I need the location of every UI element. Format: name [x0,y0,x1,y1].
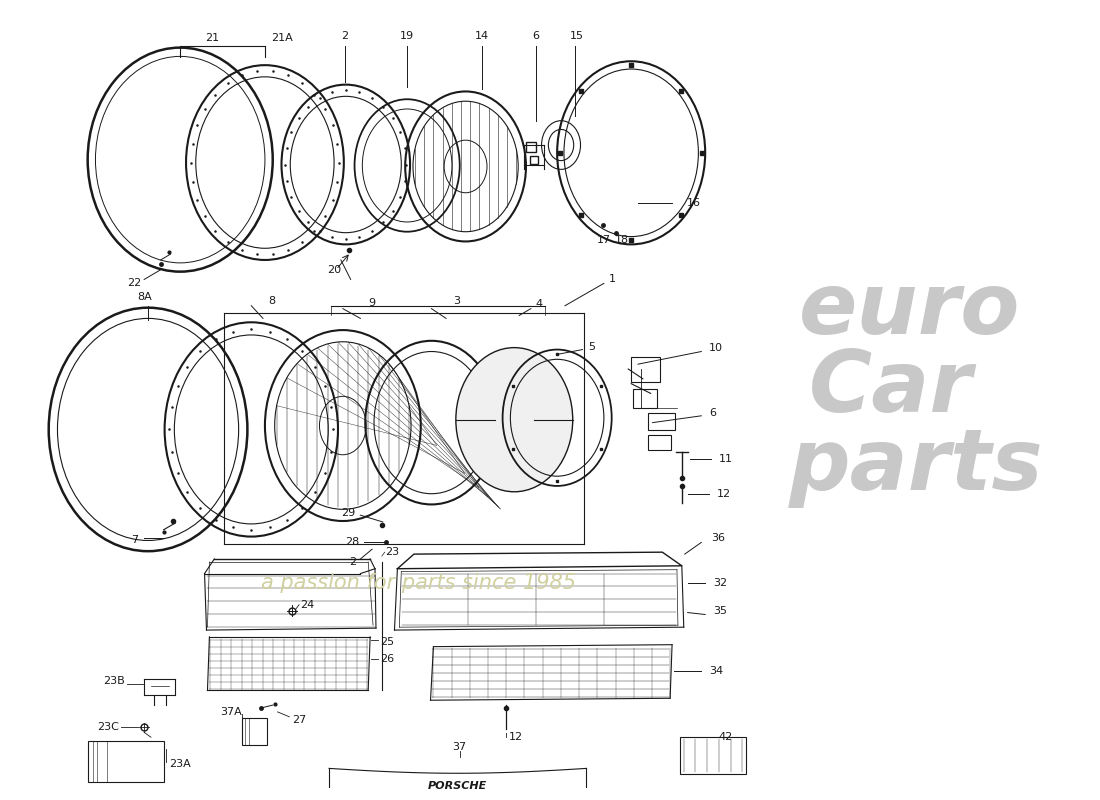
Text: 20: 20 [327,265,341,274]
Text: 3: 3 [453,296,460,306]
Text: euro: euro [799,269,1020,352]
Text: 32: 32 [713,578,727,588]
Text: 28: 28 [345,538,360,547]
Text: 37: 37 [453,742,466,752]
Text: 35: 35 [713,606,727,616]
Text: 10: 10 [710,342,723,353]
Text: 37A: 37A [220,707,242,717]
Text: 12: 12 [717,489,732,498]
Text: 23: 23 [385,547,399,557]
Text: PORSCHE: PORSCHE [428,781,487,791]
Text: 16: 16 [686,198,701,209]
Text: 21A: 21A [272,33,294,43]
Text: 36: 36 [711,533,725,542]
Bar [680,738,746,774]
Text: 42: 42 [718,732,733,742]
Bar [648,435,671,450]
Text: 8A: 8A [136,292,152,302]
Text: 25: 25 [379,637,394,646]
Text: 34: 34 [710,666,723,676]
Text: 6: 6 [532,31,539,41]
Text: 29: 29 [342,508,355,518]
Bar [242,718,267,745]
Text: 9: 9 [368,298,375,308]
Text: a passion for parts since 1985: a passion for parts since 1985 [262,574,576,594]
Bar [88,741,164,782]
Text: 11: 11 [718,454,733,464]
Ellipse shape [455,348,573,492]
Text: 2: 2 [341,31,349,41]
Text: 4: 4 [536,298,542,309]
Text: 21: 21 [206,33,219,43]
Bar [648,413,675,430]
Text: parts: parts [789,425,1044,508]
Text: 7: 7 [131,534,138,545]
Text: 8: 8 [268,296,275,306]
Text: 12: 12 [508,732,522,742]
Text: 22: 22 [128,278,142,288]
Text: Car: Car [808,347,972,430]
Text: 5: 5 [588,342,595,352]
Text: 24: 24 [300,600,315,610]
Text: 27: 27 [293,714,307,725]
Text: 6: 6 [710,408,716,418]
Text: 17: 17 [597,235,611,246]
Bar [631,358,660,382]
Text: 26: 26 [379,654,394,664]
Text: 23A: 23A [169,758,191,769]
Text: 14: 14 [475,31,490,41]
Bar [634,389,658,408]
Text: 15: 15 [570,31,584,41]
Text: 23B: 23B [103,676,124,686]
Text: 23C: 23C [97,722,119,731]
Text: 18: 18 [615,235,628,246]
Text: 1: 1 [608,274,616,285]
Text: 19: 19 [400,31,415,41]
Text: 2: 2 [349,557,356,567]
